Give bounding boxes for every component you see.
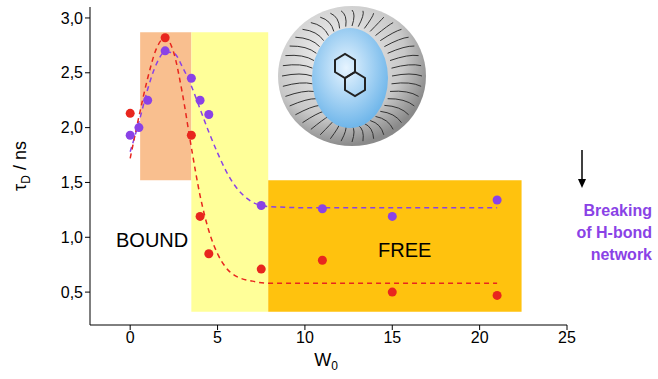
svg-text:network: network <box>591 246 652 263</box>
svg-text:FREE: FREE <box>378 239 431 261</box>
svg-text:BOUND: BOUND <box>116 229 188 251</box>
svg-text:2,5: 2,5 <box>61 64 83 81</box>
svg-text:W0: W0 <box>314 350 338 373</box>
svg-text:3,0: 3,0 <box>61 10 83 27</box>
svg-text:1,5: 1,5 <box>61 174 83 191</box>
svg-text:0,5: 0,5 <box>61 284 83 301</box>
svg-text:2,0: 2,0 <box>61 119 83 136</box>
svg-text:15: 15 <box>383 329 401 346</box>
svg-text:τD / ns: τD / ns <box>10 141 33 191</box>
svg-text:10: 10 <box>296 329 314 346</box>
svg-text:of H-bond: of H-bond <box>576 224 652 241</box>
svg-text:5: 5 <box>213 329 222 346</box>
svg-text:0: 0 <box>126 329 135 346</box>
svg-text:1,0: 1,0 <box>61 229 83 246</box>
svg-text:Breaking: Breaking <box>584 202 652 219</box>
svg-text:20: 20 <box>471 329 489 346</box>
svg-text:25: 25 <box>558 329 576 346</box>
